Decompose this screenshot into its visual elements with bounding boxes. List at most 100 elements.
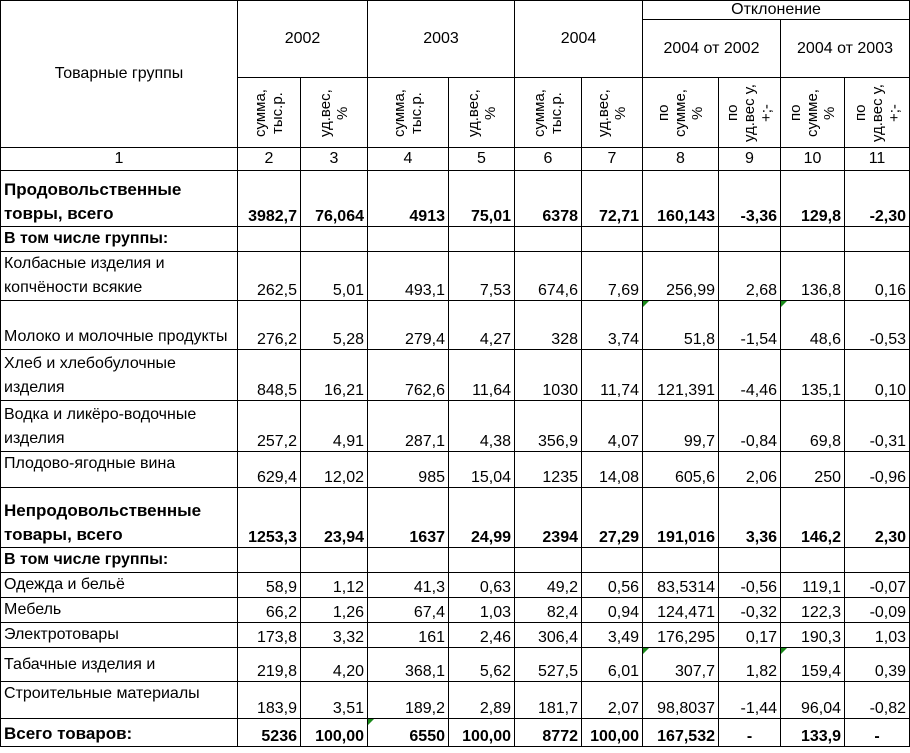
column-index: 5 [448, 147, 515, 171]
cell: 124,471 [642, 597, 719, 623]
table-row: Плодово-ягодные вина 629,4 12,02 985 15,… [0, 451, 910, 488]
header-deviation: Отклонение [641, 0, 910, 20]
cell: 24,99 [448, 487, 515, 548]
cell: 1,26 [300, 597, 368, 623]
cell [300, 226, 368, 252]
cell: 16,21 [300, 349, 368, 401]
column-index: 3 [300, 147, 368, 171]
cell: 183,9 [237, 681, 301, 719]
cell: 96,04 [780, 681, 845, 719]
cell: -3,36 [718, 170, 781, 227]
cell: 58,9 [237, 572, 301, 598]
cell [448, 547, 515, 573]
row-name: В том числе группы: [0, 226, 238, 252]
cell: 0,17 [718, 622, 781, 648]
table-row: Электротовары 173,8 3,32 161 2,46 306,4 … [0, 622, 910, 648]
cell: 100,00 [448, 718, 515, 747]
cell: 219,8 [237, 647, 301, 682]
cell: 99,7 [642, 400, 719, 452]
cell: 2,06 [718, 451, 781, 488]
cell: 136,8 [780, 251, 845, 301]
subheader-dev1-sum: по сумме, % [642, 77, 719, 148]
cell: 69,8 [780, 400, 845, 452]
row-name: В том числе группы: [0, 547, 238, 573]
row-name: Табачные изделия и [0, 647, 238, 682]
cell: 191,016 [642, 487, 719, 548]
cell: 306,4 [514, 622, 582, 648]
header-year-2003: 2003 [367, 0, 515, 78]
cell: 2,46 [448, 622, 515, 648]
cell: 3,74 [581, 300, 643, 350]
cell: 15,04 [448, 451, 515, 488]
cell: 250 [780, 451, 845, 488]
cell: 161 [367, 622, 449, 648]
cell: 83,5314 [642, 572, 719, 598]
row-name: Водка и ликёро-водочные изделия [0, 400, 238, 452]
cell: 2,07 [581, 681, 643, 719]
cell: 1,03 [448, 597, 515, 623]
cell: 1,82 [718, 647, 781, 682]
cell: 190,3 [780, 622, 845, 648]
cell: 6550 [367, 718, 449, 747]
cell: 3,36 [718, 487, 781, 548]
cell: 2394 [514, 487, 582, 548]
cell: 257,2 [237, 400, 301, 452]
cell: 173,8 [237, 622, 301, 648]
cell: 5,01 [300, 251, 368, 301]
row-name: Непродовольственные товары, всего [0, 487, 238, 548]
column-index: 10 [780, 147, 845, 171]
cell: 4,27 [448, 300, 515, 350]
cell: 11,64 [448, 349, 515, 401]
cell: 5236 [237, 718, 301, 747]
cell [581, 547, 643, 573]
cell: 48,6 [780, 300, 845, 350]
cell [843, 547, 910, 573]
row-name: Всего товаров: [0, 718, 238, 747]
header-deviation-2004-vs-2002: 2004 от 2002 [642, 19, 781, 78]
cell: -1,54 [718, 300, 781, 350]
subheader-2004-share: уд.вес, % [581, 77, 643, 148]
row-name: Электротовары [0, 622, 238, 648]
cell: 4,20 [300, 647, 368, 682]
cell [780, 547, 845, 573]
subheader-dev1-share: по уд.вес у, +;- [718, 77, 781, 148]
cell: 5,28 [300, 300, 368, 350]
cell: 0,39 [843, 647, 910, 682]
cell: 11,74 [581, 349, 643, 401]
cell: 2,89 [448, 681, 515, 719]
subheader-2002-sum: сумма, тыс.р. [237, 77, 301, 148]
cell: 7,69 [581, 251, 643, 301]
cell: -0,84 [718, 400, 781, 452]
cell: 176,295 [642, 622, 719, 648]
cell: 189,2 [367, 681, 449, 719]
cell: -4,46 [718, 349, 781, 401]
cell: 5,62 [448, 647, 515, 682]
cell: 1637 [367, 487, 449, 548]
header-year-2002: 2002 [237, 0, 368, 78]
cell [514, 547, 582, 573]
cell: -0,32 [718, 597, 781, 623]
table-row: Одежда и бельё 58,9 1,12 41,3 0,63 49,2 … [0, 572, 910, 598]
cell: 14,08 [581, 451, 643, 488]
cell [581, 226, 643, 252]
cell: 146,2 [780, 487, 845, 548]
cell: 4,38 [448, 400, 515, 452]
cell: 287,1 [367, 400, 449, 452]
cell: -1,44 [718, 681, 781, 719]
cell [367, 226, 449, 252]
cell: -0,96 [843, 451, 910, 488]
cell: -0,09 [843, 597, 910, 623]
cell: 51,8 [642, 300, 719, 350]
column-index: 11 [843, 147, 910, 171]
cell [642, 226, 719, 252]
cell [448, 226, 515, 252]
cell: 6,01 [581, 647, 643, 682]
cell: 7,53 [448, 251, 515, 301]
table-row-nonfood-total: Непродовольственные товары, всего 1253,3… [0, 487, 910, 548]
row-name: Продовольственные товры, всего [0, 170, 238, 227]
cell [300, 547, 368, 573]
cell: 72,71 [581, 170, 643, 227]
header-year-2004: 2004 [514, 0, 643, 78]
row-name: Одежда и бельё [0, 572, 238, 598]
cell: 1,12 [300, 572, 368, 598]
